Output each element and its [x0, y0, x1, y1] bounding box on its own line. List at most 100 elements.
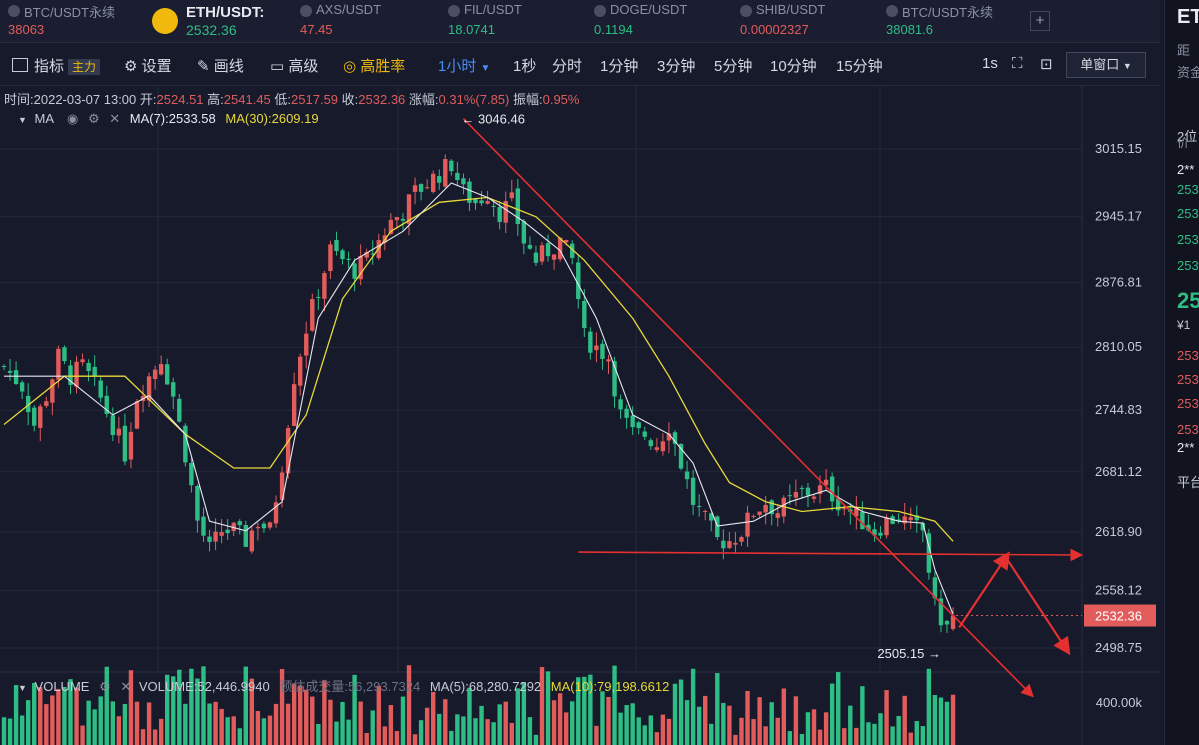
candle-body	[152, 369, 158, 379]
y-tick-label: 2744.83	[1095, 402, 1142, 417]
volume-bar	[479, 705, 484, 745]
volume-bar	[406, 665, 412, 745]
screenshot-icon[interactable]: ⊡	[1040, 56, 1053, 73]
gear-icon[interactable]: ⚙	[87, 111, 100, 126]
candle-body	[249, 530, 255, 552]
candle-body	[588, 331, 593, 353]
candle-body	[207, 536, 212, 542]
collapse-icon[interactable]: ▼	[18, 115, 27, 125]
high-marker: ← 3046.46	[461, 112, 525, 127]
volume-bar	[225, 717, 230, 745]
price-chart[interactable]: 3015.15 2945.17 2876.81 2810.05 2744.83 2681.…	[0, 86, 1160, 745]
candle-body	[225, 529, 230, 534]
ticker-name: ETH/USDT:	[186, 4, 265, 21]
winrate-button[interactable]: ◎ 高胜率	[343, 55, 405, 76]
indicator-button[interactable]: 指标 主力	[12, 55, 101, 76]
candle-body	[630, 415, 635, 428]
volume-bar	[896, 715, 901, 745]
volume-bar	[334, 721, 339, 745]
candle-body	[709, 513, 714, 521]
order-book-panel: ET 距资金 2位价 2** 253 253 253 253 25 ¥1 253 253 253 253 2…	[1164, 0, 1199, 745]
volume-bar	[255, 711, 261, 745]
volume-bar	[630, 703, 635, 745]
volume-bar	[98, 696, 103, 745]
close-icon[interactable]: ✕	[120, 679, 132, 694]
gear-icon[interactable]: ⚙	[99, 679, 111, 694]
volume-bar	[539, 667, 545, 745]
interval-right-1s[interactable]: 1s	[982, 55, 998, 72]
candle-body	[527, 244, 533, 249]
panel-text: 253	[1177, 182, 1199, 197]
volume-bar	[152, 729, 158, 745]
candle-body	[201, 516, 206, 536]
change-label: 涨幅:	[408, 92, 439, 107]
interval-10m[interactable]: 10分钟	[770, 58, 817, 75]
volume-legend: ▼ VOLUME ⚙ ✕ VOLUME:52,446.9940 预估成交量:56…	[18, 676, 669, 695]
candle-body	[539, 245, 545, 262]
candle-body	[171, 382, 176, 397]
volume-bar	[304, 689, 309, 745]
candle-body	[684, 471, 690, 480]
candle-body	[346, 258, 351, 260]
panel-text: 253	[1177, 422, 1199, 437]
collapse-icon[interactable]: ▼	[18, 683, 27, 693]
close-icon[interactable]: ✕	[109, 111, 121, 126]
settings-button[interactable]: ⚙ 设置	[124, 55, 172, 76]
volume-bar	[938, 697, 944, 745]
candle-body	[842, 508, 847, 510]
candle-body	[908, 517, 913, 521]
main-badge[interactable]: 主力	[68, 59, 101, 75]
target-icon: ◎	[343, 58, 357, 75]
interval-1s[interactable]: 1秒	[513, 58, 537, 75]
add-ticker-button[interactable]: +	[1030, 11, 1050, 31]
volume-bar	[1, 717, 7, 745]
volume-bar	[902, 695, 907, 745]
volume-bar	[769, 702, 774, 745]
volume-value: VOLUME:52,446.9940	[138, 679, 270, 694]
candle-body	[104, 395, 109, 414]
volume-bar	[872, 723, 877, 745]
window-mode-label: 单窗口	[1080, 57, 1120, 72]
candle-body	[146, 376, 152, 401]
ticker-name: SHIB/USDT	[756, 2, 826, 17]
advanced-button[interactable]: ▭ 高级	[270, 55, 318, 76]
fullscreen-icon[interactable]: ⛶	[1012, 55, 1023, 72]
interval-1m[interactable]: 1分钟	[600, 58, 639, 75]
volume-bar	[424, 707, 430, 745]
candle-body	[116, 428, 122, 436]
interval-timeshare[interactable]: 分时	[552, 58, 583, 75]
interval-15m[interactable]: 15分钟	[836, 58, 883, 75]
candle-body	[545, 243, 551, 257]
volume-bar	[237, 728, 242, 745]
y-tick-label: 2810.05	[1095, 339, 1142, 354]
window-mode-select[interactable]: 单窗口 ▼	[1066, 52, 1146, 78]
panel-text: 距	[1177, 43, 1191, 58]
volume-bar	[588, 674, 593, 745]
volume-bar	[467, 687, 472, 745]
candle-body	[261, 523, 267, 529]
y-tick-label: 3015.15	[1095, 141, 1142, 156]
candle-body	[763, 504, 768, 513]
candle-body	[467, 181, 472, 203]
eye-icon[interactable]: ◉	[66, 111, 79, 126]
candle-body	[533, 252, 539, 263]
draw-line-button[interactable]: ✎ 画线	[197, 55, 244, 76]
volume-bar	[134, 701, 140, 745]
interval-1h[interactable]: 1小时 ▼	[438, 55, 490, 76]
volume-bar	[68, 679, 73, 745]
candle-body	[110, 415, 116, 436]
candle-body	[267, 522, 273, 528]
volume-bar	[485, 719, 490, 745]
candle-body	[7, 370, 13, 373]
candle-body	[352, 263, 357, 279]
volume-bar	[515, 688, 521, 745]
volume-bar	[128, 670, 134, 745]
ticker-name: BTC/USDT永续	[24, 5, 116, 20]
volume-bar	[183, 703, 188, 745]
interval-3m[interactable]: 3分钟	[657, 58, 696, 75]
volume-bar	[533, 734, 539, 745]
annotation-arrow	[1006, 559, 1071, 656]
volume-bar	[944, 701, 950, 745]
interval-5m[interactable]: 5分钟	[714, 58, 753, 75]
volume-bar	[92, 709, 97, 745]
